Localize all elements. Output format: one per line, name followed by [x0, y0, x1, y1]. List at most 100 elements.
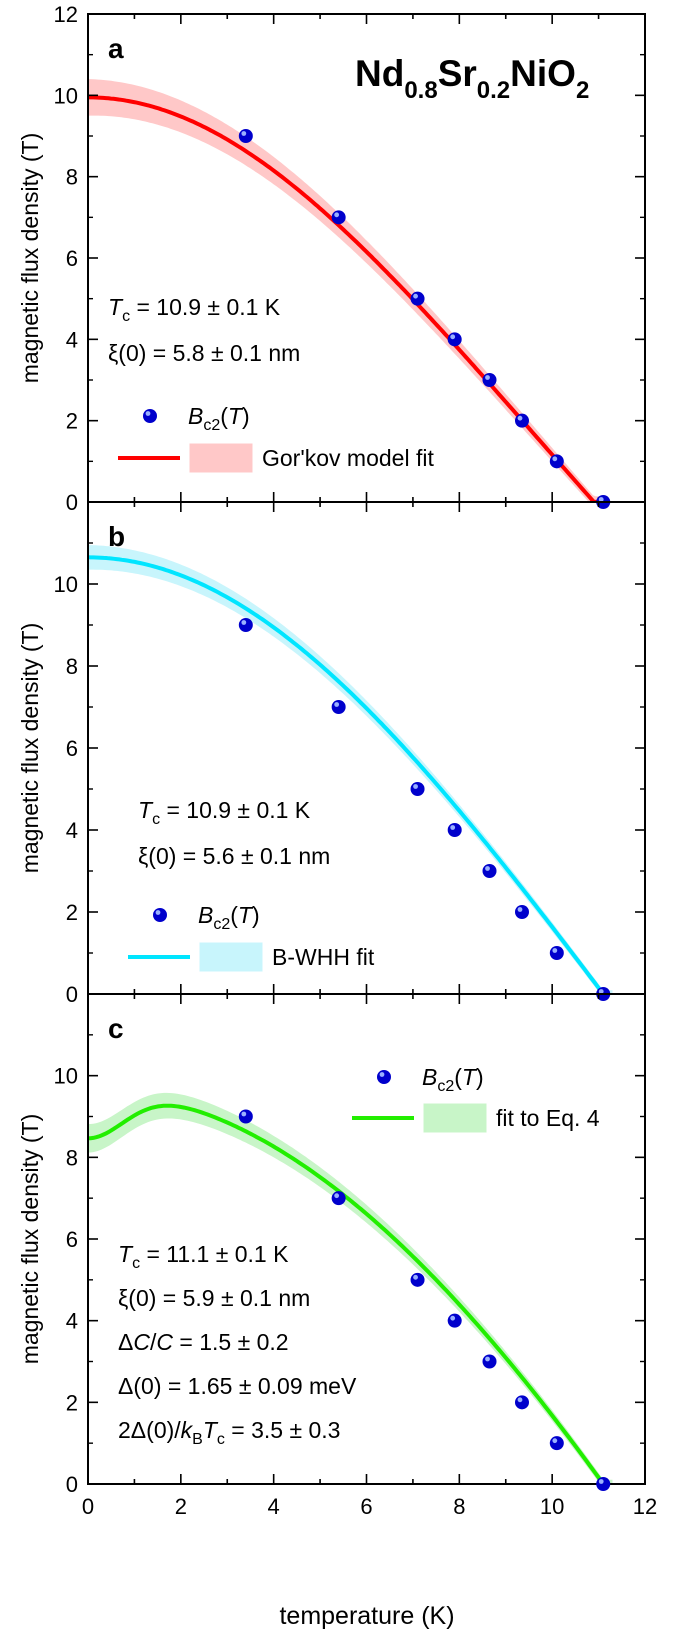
data-point — [238, 129, 253, 143]
data-point-highlight — [517, 1397, 523, 1403]
panel-label: b — [108, 521, 125, 552]
data-point — [596, 1477, 611, 1491]
legend-point-highlight — [155, 910, 161, 915]
data-point — [447, 332, 462, 347]
text-run: T — [203, 1417, 219, 1443]
x-axis-ticks: 0 2 4 6 8 10 12 — [82, 1494, 657, 1519]
annotation-text: ξ(0) = 5.6 ± 0.1 nm — [138, 843, 330, 869]
y-tick-label: 2 — [66, 900, 78, 925]
text-run: c — [122, 308, 130, 325]
text-run: ) — [252, 902, 260, 928]
x-tick-label: 4 — [268, 1494, 280, 1519]
data-point — [549, 454, 564, 469]
legend-points-label: Bc2(T) — [188, 403, 250, 434]
legend-fit-band — [189, 443, 253, 473]
text-run: T — [462, 1064, 478, 1090]
data-point-highlight — [450, 825, 456, 830]
chart-panels: 0 2 4 6 8 10 12 magnetic flux density (T) a Nd0.8… — [17, 2, 646, 1497]
text-run: c2 — [213, 916, 230, 933]
data-point — [238, 618, 253, 632]
x-tick-label: 6 — [360, 1494, 372, 1519]
data-point-highlight — [485, 375, 490, 380]
axes-frame — [87, 993, 646, 1485]
annotation-text: Tc = 11.1 ± 0.1 K — [118, 1241, 289, 1272]
legend-point-symbol — [143, 409, 157, 423]
text-run: 2 — [576, 77, 589, 104]
y-tick-label: 4 — [66, 818, 78, 843]
panel-a: 0 2 4 6 8 10 12 magnetic flux density (T) a Nd0.8… — [17, 2, 646, 515]
text-run: c2 — [203, 417, 220, 434]
legend-fit-label: Gor'kov model fit — [262, 445, 434, 471]
annotation-text: Tc = 10.9 ± 0.1 K — [108, 294, 281, 325]
data-point-highlight — [241, 1111, 247, 1117]
text-run: T — [108, 294, 124, 320]
data-point — [482, 373, 497, 387]
y-tick-label: 4 — [66, 327, 78, 352]
x-tick-label: 2 — [175, 1494, 187, 1519]
y-tick-label: 8 — [66, 165, 78, 190]
text-run: B — [422, 1064, 437, 1090]
data-point-highlight — [334, 1193, 340, 1199]
legend-fit-label: fit to Eq. 4 — [496, 1105, 600, 1131]
fit-line — [88, 1103, 608, 1484]
chart-title: Nd0.8Sr0.2NiO2 — [355, 53, 589, 104]
data-point-highlight — [598, 989, 604, 994]
data-point-highlight — [413, 293, 418, 299]
legend-fit-band — [423, 1103, 487, 1133]
text-run: C — [133, 1329, 150, 1355]
data-point — [331, 1191, 346, 1206]
annotation-text: ξ(0) = 5.9 ± 0.1 nm — [118, 1285, 310, 1311]
data-point — [447, 823, 462, 837]
text-run: = 10.9 ± 0.1 K — [160, 797, 311, 823]
x-tick-label: 10 — [540, 1494, 564, 1519]
data-point — [331, 210, 346, 225]
text-run: B — [198, 902, 213, 928]
text-run: B — [192, 1431, 203, 1448]
data-point — [514, 1395, 529, 1410]
text-run: T — [138, 797, 154, 823]
data-point-highlight — [334, 212, 340, 218]
legend-points-label: Bc2(T) — [198, 902, 260, 933]
text-run: ( — [220, 403, 228, 429]
y-tick-label: 10 — [54, 83, 78, 108]
y-tick-label: 0 — [66, 982, 78, 1007]
data-point-highlight — [552, 1438, 558, 1444]
data-point-highlight — [485, 866, 490, 871]
y-tick-label: 6 — [66, 1227, 78, 1252]
y-tick-label: 12 — [54, 2, 78, 27]
text-run: ( — [454, 1064, 462, 1090]
data-point — [549, 1436, 564, 1451]
y-axis-label: magnetic flux density (T) — [17, 1114, 43, 1365]
panel-b: 0 2 4 6 8 10 magnetic flux density (T) b Tc = 10… — [17, 501, 646, 1007]
panel-label: a — [108, 33, 124, 64]
text-run: ) — [476, 1064, 484, 1090]
text-run: 0.8 — [404, 77, 437, 104]
y-tick-label: 2 — [66, 1390, 78, 1415]
text-run: Nd — [355, 53, 404, 94]
text-run: c2 — [437, 1078, 454, 1095]
legend-point-symbol — [377, 1070, 391, 1084]
y-tick-label: 8 — [66, 1145, 78, 1170]
x-axis-label: temperature (K) — [279, 1602, 454, 1630]
data-point-highlight — [450, 334, 456, 340]
y-axis-label: magnetic flux density (T) — [17, 133, 43, 384]
data-point — [410, 291, 425, 306]
data-point — [514, 413, 529, 428]
data-point-highlight — [517, 415, 523, 421]
legend-fit-band — [199, 942, 263, 972]
fit-line — [88, 95, 599, 502]
legend-points-label: Bc2(T) — [422, 1064, 484, 1095]
text-run: B — [188, 403, 203, 429]
y-tick-label: 2 — [66, 409, 78, 434]
text-run: k — [181, 1417, 194, 1443]
annotation-text: 2Δ(0)/kBTc = 3.5 ± 0.3 — [118, 1417, 340, 1448]
data-point-highlight — [598, 497, 604, 502]
data-point — [549, 946, 564, 960]
text-run: c — [132, 1255, 140, 1272]
text-run: ) — [242, 403, 250, 429]
panel-label: c — [108, 1013, 124, 1044]
data-point-highlight — [241, 131, 247, 136]
text-run: = 10.9 ± 0.1 K — [130, 294, 281, 320]
